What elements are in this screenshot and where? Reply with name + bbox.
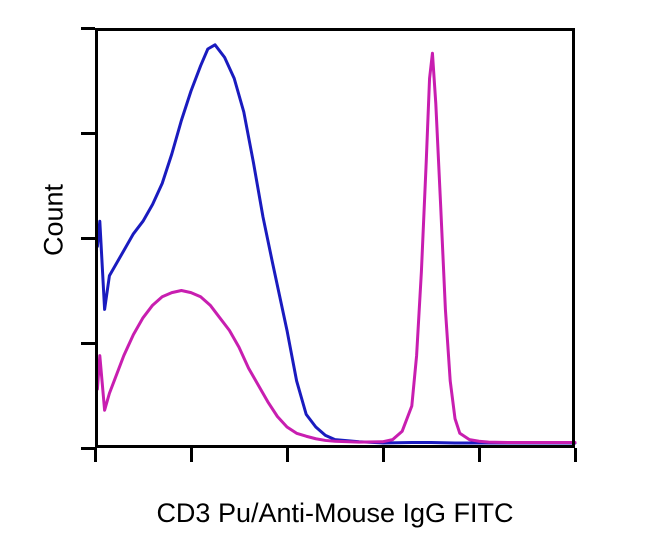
series-svg bbox=[95, 28, 575, 448]
y-tick bbox=[81, 447, 95, 450]
y-tick bbox=[81, 342, 95, 345]
y-tick bbox=[81, 132, 95, 135]
plot-area bbox=[95, 28, 575, 448]
x-tick bbox=[574, 448, 577, 462]
x-tick bbox=[382, 448, 385, 462]
x-tick bbox=[190, 448, 193, 462]
y-tick bbox=[81, 237, 95, 240]
series-control bbox=[97, 45, 575, 443]
x-axis-label: CD3 Pu/Anti-Mouse IgG FITC bbox=[95, 498, 575, 529]
series-stained bbox=[97, 53, 575, 442]
chart-container: Count CD3 Pu/Anti-Mouse IgG FITC bbox=[0, 0, 650, 557]
y-tick bbox=[81, 27, 95, 30]
y-axis-label: Count bbox=[39, 184, 70, 256]
x-tick bbox=[286, 448, 289, 462]
x-tick bbox=[94, 448, 97, 462]
x-tick bbox=[478, 448, 481, 462]
